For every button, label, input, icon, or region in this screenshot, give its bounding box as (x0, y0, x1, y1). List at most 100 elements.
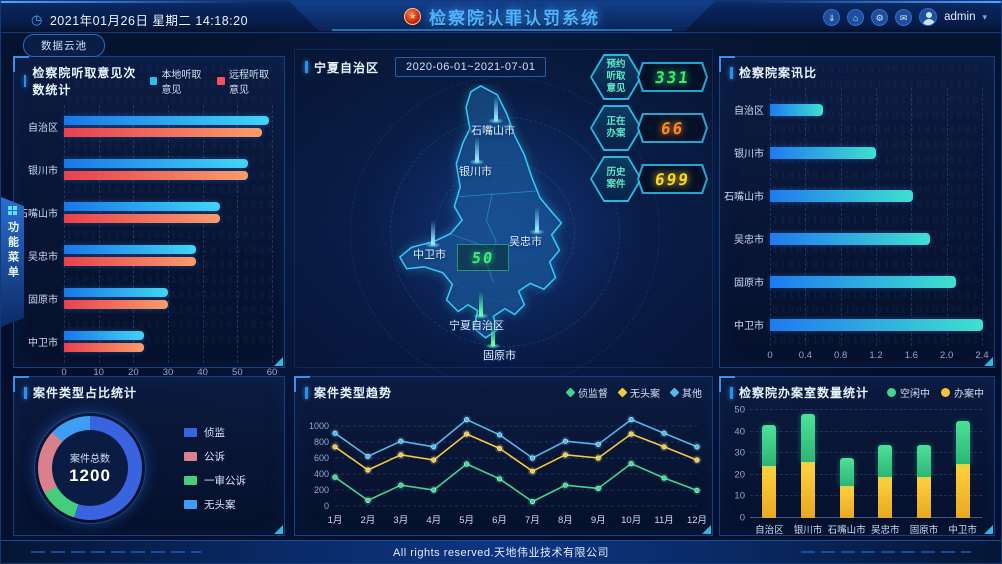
legend-item[interactable]: 空闲中 (887, 385, 930, 400)
chart-row: 固原市 (28, 288, 272, 309)
data-point (595, 441, 601, 448)
legend-swatch (149, 77, 158, 85)
data-point (398, 452, 404, 458)
badge-value-box: 699 (637, 164, 708, 194)
legend-item[interactable]: 远程听取意见 (217, 66, 274, 96)
donut-center: 案件总数 1200 (52, 430, 128, 506)
category-label: 银川市 (734, 149, 764, 160)
gear-icon[interactable]: ⚙ (871, 8, 889, 26)
district-border (457, 190, 538, 198)
data-point (464, 416, 470, 423)
data-point (529, 468, 536, 474)
legend-item[interactable]: 本地听取意见 (149, 66, 207, 96)
x-axis-tick-label: 5月 (459, 515, 474, 526)
legend-item[interactable]: 公诉 (184, 449, 246, 464)
home-icon[interactable]: ⌂ (847, 8, 865, 26)
data-point (398, 482, 404, 488)
city-label[interactable]: 银川市 (459, 166, 492, 178)
data-point (562, 452, 568, 458)
bar (770, 318, 983, 331)
gridline (750, 452, 982, 454)
legend-label: 侦监督 (578, 389, 608, 400)
date-range-filter[interactable]: 2020-06-01~2021-07-01 (395, 57, 547, 77)
panel-title: 案件类型占比统计 (33, 386, 138, 400)
chart-row: 中卫市 (734, 318, 983, 332)
province-outline[interactable] (399, 85, 563, 339)
category-label: 吴忠市 (871, 525, 900, 536)
download-icon[interactable]: ⇓ (823, 8, 841, 26)
message-icon[interactable]: ✉ (895, 8, 913, 26)
city-label[interactable]: 宁夏自治区 (449, 320, 504, 332)
legend-item[interactable]: 侦监督 (565, 385, 608, 400)
badge-hex: 预约听取意见 (590, 54, 642, 100)
map-value: 50 (470, 248, 496, 267)
y-axis-tick-label: 0 (739, 512, 745, 524)
axis-tick-label: 1.2 (869, 350, 883, 361)
panel-title: 案件类型趋势 (314, 386, 393, 400)
bar-busy (762, 466, 777, 518)
data-point (694, 444, 700, 450)
bar (64, 202, 220, 211)
city-label[interactable]: 石嘴山市 (471, 125, 515, 137)
y-axis-tick-label: 600 (314, 453, 329, 463)
hbar-chart: 自治区 银川市 石嘴山市 吴忠市 固原市 中卫市 0 0.4 0.8 1.2 1.6 2.0 2.4 (720, 84, 994, 368)
panel-title-row: 检察院案讯比 (720, 57, 994, 84)
city-label[interactable]: 吴忠市 (509, 236, 542, 248)
grouped-hbar-chart: 自治区 银川市 石嘴山市 吴忠市 固原市 中卫市 0 10 20 30 40 50 60 (14, 101, 284, 385)
stat-badges: 预约听取意见 331 正在办案 66 历史案件 699 (590, 54, 708, 202)
username[interactable]: admin (944, 11, 976, 23)
chevron-down-icon[interactable]: ▾ (982, 11, 987, 22)
function-menu-tab[interactable]: 功能菜单 (1, 197, 24, 327)
gridline (750, 430, 982, 432)
badge-hex: 正在办案 (590, 105, 642, 151)
city-label[interactable]: 中卫市 (413, 249, 446, 261)
legend-label: 公诉 (204, 450, 225, 463)
y-axis-tick-label: 10 (734, 490, 745, 502)
bar (770, 103, 823, 116)
gridline (770, 88, 771, 346)
stat-value: 66 (659, 118, 686, 138)
city-label[interactable]: 固原市 (483, 350, 516, 362)
data-point (332, 474, 338, 480)
bar (64, 245, 196, 254)
legend-item[interactable]: 办案中 (941, 385, 984, 400)
legend-swatch (184, 475, 197, 485)
bar (64, 116, 269, 125)
gridline (272, 105, 273, 363)
legend-item[interactable]: 一审公诉 (184, 473, 246, 488)
panel-case-type-share: 案件类型占比统计 案件总数 1200 侦监公诉一审公诉无头案 (13, 376, 285, 536)
bar-free (839, 457, 854, 486)
legend-swatch (617, 387, 628, 398)
legend-item[interactable]: 无头案 (617, 385, 660, 400)
bar-free (955, 420, 970, 464)
legend-item[interactable]: 无头案 (184, 497, 246, 512)
bar-free (878, 444, 893, 477)
panel-title-row: 案件类型趋势 侦监督 无头案 其他 (295, 377, 712, 404)
district-border (467, 124, 510, 132)
data-point (661, 475, 667, 481)
category-label: 自治区 (28, 123, 58, 134)
x-axis-tick-label: 11月 (654, 515, 673, 526)
panel-title: 检察院办案室数量统计 (739, 386, 870, 400)
column: 自治区 (755, 410, 784, 536)
legend-item[interactable]: 侦监 (184, 425, 246, 440)
user-avatar[interactable] (919, 8, 938, 26)
chart-row: 自治区 (28, 116, 272, 137)
column: 石嘴山市 (828, 410, 866, 536)
y-axis-tick-label: 0 (324, 501, 329, 511)
bar (64, 331, 144, 340)
header: ★ 检察院认罪认罚系统 ◷ 2021年01月26日 星期二 14:18:20 ⇓… (1, 1, 1001, 33)
axis-tick-label: 0 (61, 367, 67, 378)
line-series (334, 418, 698, 459)
data-cloud-button[interactable]: 数据云池 (23, 34, 105, 57)
axis-tick-label: 0.4 (798, 350, 812, 361)
bar (64, 343, 144, 352)
data-point (464, 461, 470, 467)
x-axis: 0 10 20 30 40 50 60 (61, 367, 277, 381)
axis-tick-label: 10 (93, 367, 104, 378)
legend-item[interactable]: 其他 (669, 385, 702, 400)
y-axis-tick-label: 50 (734, 404, 745, 416)
axis-tick-label: 60 (266, 367, 278, 378)
bar (770, 232, 930, 245)
